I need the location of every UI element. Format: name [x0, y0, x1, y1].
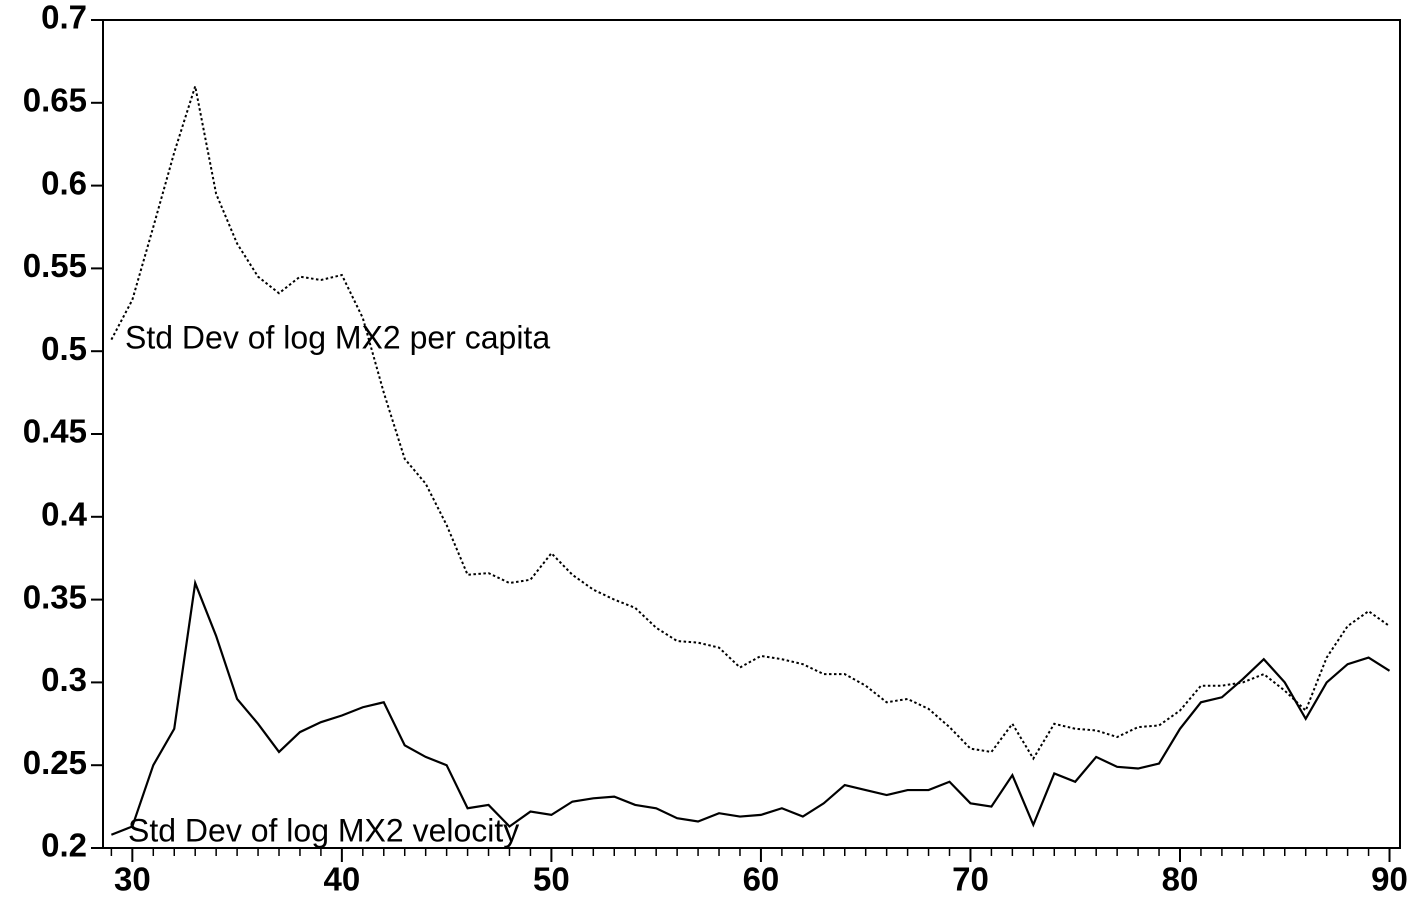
- x-tick-label: 30: [114, 861, 151, 898]
- y-tick-label: 0.7: [41, 0, 87, 36]
- data-line: [110, 85, 1391, 761]
- y-tick-label: 0.65: [23, 82, 87, 119]
- data-line: [110, 578, 1391, 836]
- y-tick-label: 0.2: [41, 827, 87, 864]
- x-tick-label: 60: [743, 861, 780, 898]
- y-tick-label: 0.45: [23, 413, 87, 450]
- y-tick-label: 0.35: [23, 578, 87, 615]
- x-tick-label: 40: [324, 861, 361, 898]
- series-label: Std Dev of log MX2 velocity: [128, 812, 519, 848]
- x-tick-label: 70: [952, 861, 989, 898]
- x-tick-label: 50: [533, 861, 570, 898]
- y-tick-label: 0.55: [23, 247, 87, 284]
- series-label: Std Dev of log MX2 per capita: [125, 319, 550, 355]
- x-tick-label: 80: [1162, 861, 1199, 898]
- x-tick-label: 90: [1371, 861, 1408, 898]
- y-tick-label: 0.6: [41, 164, 87, 201]
- y-tick-label: 0.3: [41, 661, 87, 698]
- y-tick-label: 0.4: [41, 496, 88, 533]
- y-tick-label: 0.25: [23, 744, 87, 781]
- y-tick-label: 0.5: [41, 330, 87, 367]
- plot-frame: [102, 19, 1401, 849]
